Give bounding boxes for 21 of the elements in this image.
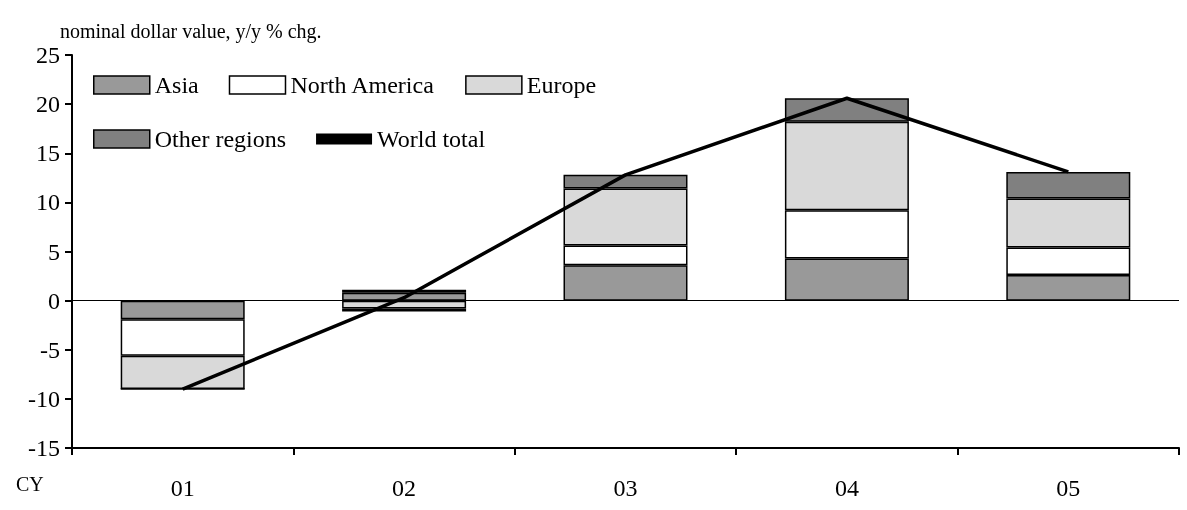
- x-tick-label: 02: [392, 475, 417, 501]
- y-tick-label: -10: [28, 385, 60, 412]
- y-tick-label: 15: [36, 140, 60, 167]
- legend-label: World total: [377, 126, 486, 152]
- y-axis-title: nominal dollar value, y/y % chg.: [60, 20, 322, 43]
- y-tick-label: -15: [28, 435, 60, 461]
- x-tick-label: 01: [170, 475, 195, 501]
- x-tick-label: 05: [1056, 475, 1081, 501]
- legend-label: Other regions: [154, 126, 287, 152]
- legend-label: Asia: [154, 72, 200, 98]
- x-tick-label: 04: [834, 475, 859, 501]
- y-tick-label: 25: [36, 42, 60, 68]
- y-tick-label: 0: [48, 287, 60, 314]
- y-tick-label: 20: [36, 91, 60, 118]
- y-tick-label: 5: [48, 238, 60, 265]
- x-tick-label: 03: [613, 475, 638, 501]
- y-tick-label: -5: [40, 336, 60, 363]
- y-tick-label: 10: [36, 189, 60, 216]
- legend-label: Europe: [526, 72, 597, 98]
- legend-label: North America: [290, 72, 435, 98]
- x-axis-title: CY: [16, 473, 44, 495]
